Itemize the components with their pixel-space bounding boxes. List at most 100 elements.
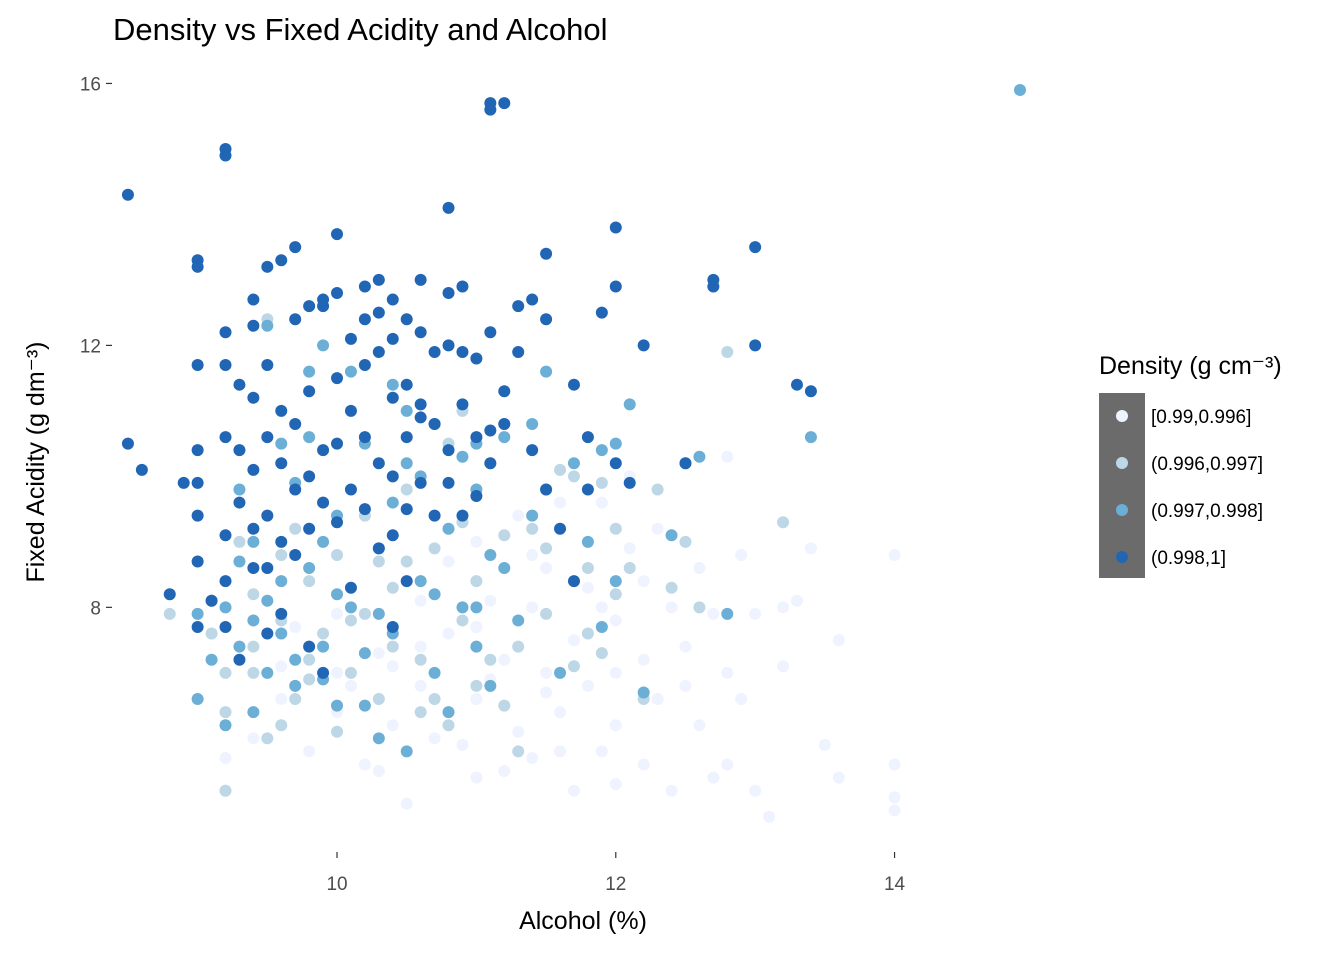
data-point [289, 313, 302, 326]
data-point [331, 228, 344, 241]
data-point [470, 771, 483, 784]
data-point [386, 660, 399, 673]
data-point [581, 679, 594, 692]
data-point [289, 241, 302, 254]
data-point [317, 444, 330, 457]
data-point [400, 503, 413, 516]
data-point [191, 260, 204, 273]
data-point [609, 437, 622, 450]
data-point [567, 634, 580, 647]
data-point [526, 548, 539, 561]
data-point [595, 647, 608, 660]
data-point [372, 765, 385, 778]
data-point [177, 476, 190, 489]
data-point [358, 699, 371, 712]
data-point [526, 444, 539, 457]
data-point [275, 548, 288, 561]
data-point [289, 483, 302, 496]
data-point [567, 457, 580, 470]
data-point [414, 653, 427, 666]
data-point [219, 719, 232, 732]
data-point [163, 607, 176, 620]
data-point [400, 313, 413, 326]
data-point [247, 666, 260, 679]
data-point [679, 535, 692, 548]
data-point [595, 620, 608, 633]
data-point [247, 706, 260, 719]
data-point [581, 562, 594, 575]
data-point [191, 444, 204, 457]
x-tick-label: 10 [326, 874, 347, 895]
data-point [219, 359, 232, 372]
data-point [344, 666, 357, 679]
data-point [637, 575, 650, 588]
data-point [317, 666, 330, 679]
data-point [261, 431, 274, 444]
data-point [219, 706, 232, 719]
data-point [693, 601, 706, 614]
data-point [498, 417, 511, 430]
data-point [303, 673, 316, 686]
data-point [581, 483, 594, 496]
data-point [344, 365, 357, 378]
data-point [219, 666, 232, 679]
data-point [693, 562, 706, 575]
y-tick-label: 12 [80, 336, 101, 357]
x-tick-label: 14 [884, 874, 906, 895]
data-point [470, 693, 483, 706]
data-point [512, 640, 525, 653]
data-point [358, 758, 371, 771]
data-point [191, 607, 204, 620]
data-point [888, 791, 901, 804]
data-point [442, 555, 455, 568]
data-point [554, 706, 567, 719]
data-point [219, 431, 232, 444]
data-point [498, 562, 511, 575]
data-point [804, 431, 817, 444]
data-point [484, 103, 497, 116]
data-point [595, 745, 608, 758]
data-point [331, 548, 344, 561]
data-point [372, 542, 385, 555]
data-point [679, 640, 692, 653]
data-point [372, 457, 385, 470]
data-point [261, 562, 274, 575]
data-point [219, 751, 232, 764]
data-point [470, 640, 483, 653]
data-point [414, 326, 427, 339]
data-point [275, 660, 288, 673]
data-point [344, 614, 357, 627]
data-point [303, 470, 316, 483]
data-point [247, 535, 260, 548]
plot-area [121, 84, 1026, 823]
data-point [470, 490, 483, 503]
data-point [442, 201, 455, 214]
data-point [623, 542, 636, 555]
data-point [372, 647, 385, 660]
data-point [386, 391, 399, 404]
data-point [289, 522, 302, 535]
data-point [121, 437, 134, 450]
data-point [289, 679, 302, 692]
data-point [595, 496, 608, 509]
data-point [721, 607, 734, 620]
data-point [247, 522, 260, 535]
data-point [163, 588, 176, 601]
data-point [526, 601, 539, 614]
data-point [400, 431, 413, 444]
legend-key [1116, 551, 1128, 563]
data-point [414, 476, 427, 489]
data-point [540, 313, 553, 326]
data-point [289, 417, 302, 430]
data-point [540, 562, 553, 575]
data-point [526, 293, 539, 306]
data-point [331, 372, 344, 385]
data-point [679, 679, 692, 692]
data-point [442, 627, 455, 640]
data-point [484, 326, 497, 339]
data-point [219, 529, 232, 542]
data-point [372, 345, 385, 358]
data-point [261, 627, 274, 640]
chart-title: Density vs Fixed Acidity and Alcohol [113, 12, 608, 47]
data-point [247, 588, 260, 601]
